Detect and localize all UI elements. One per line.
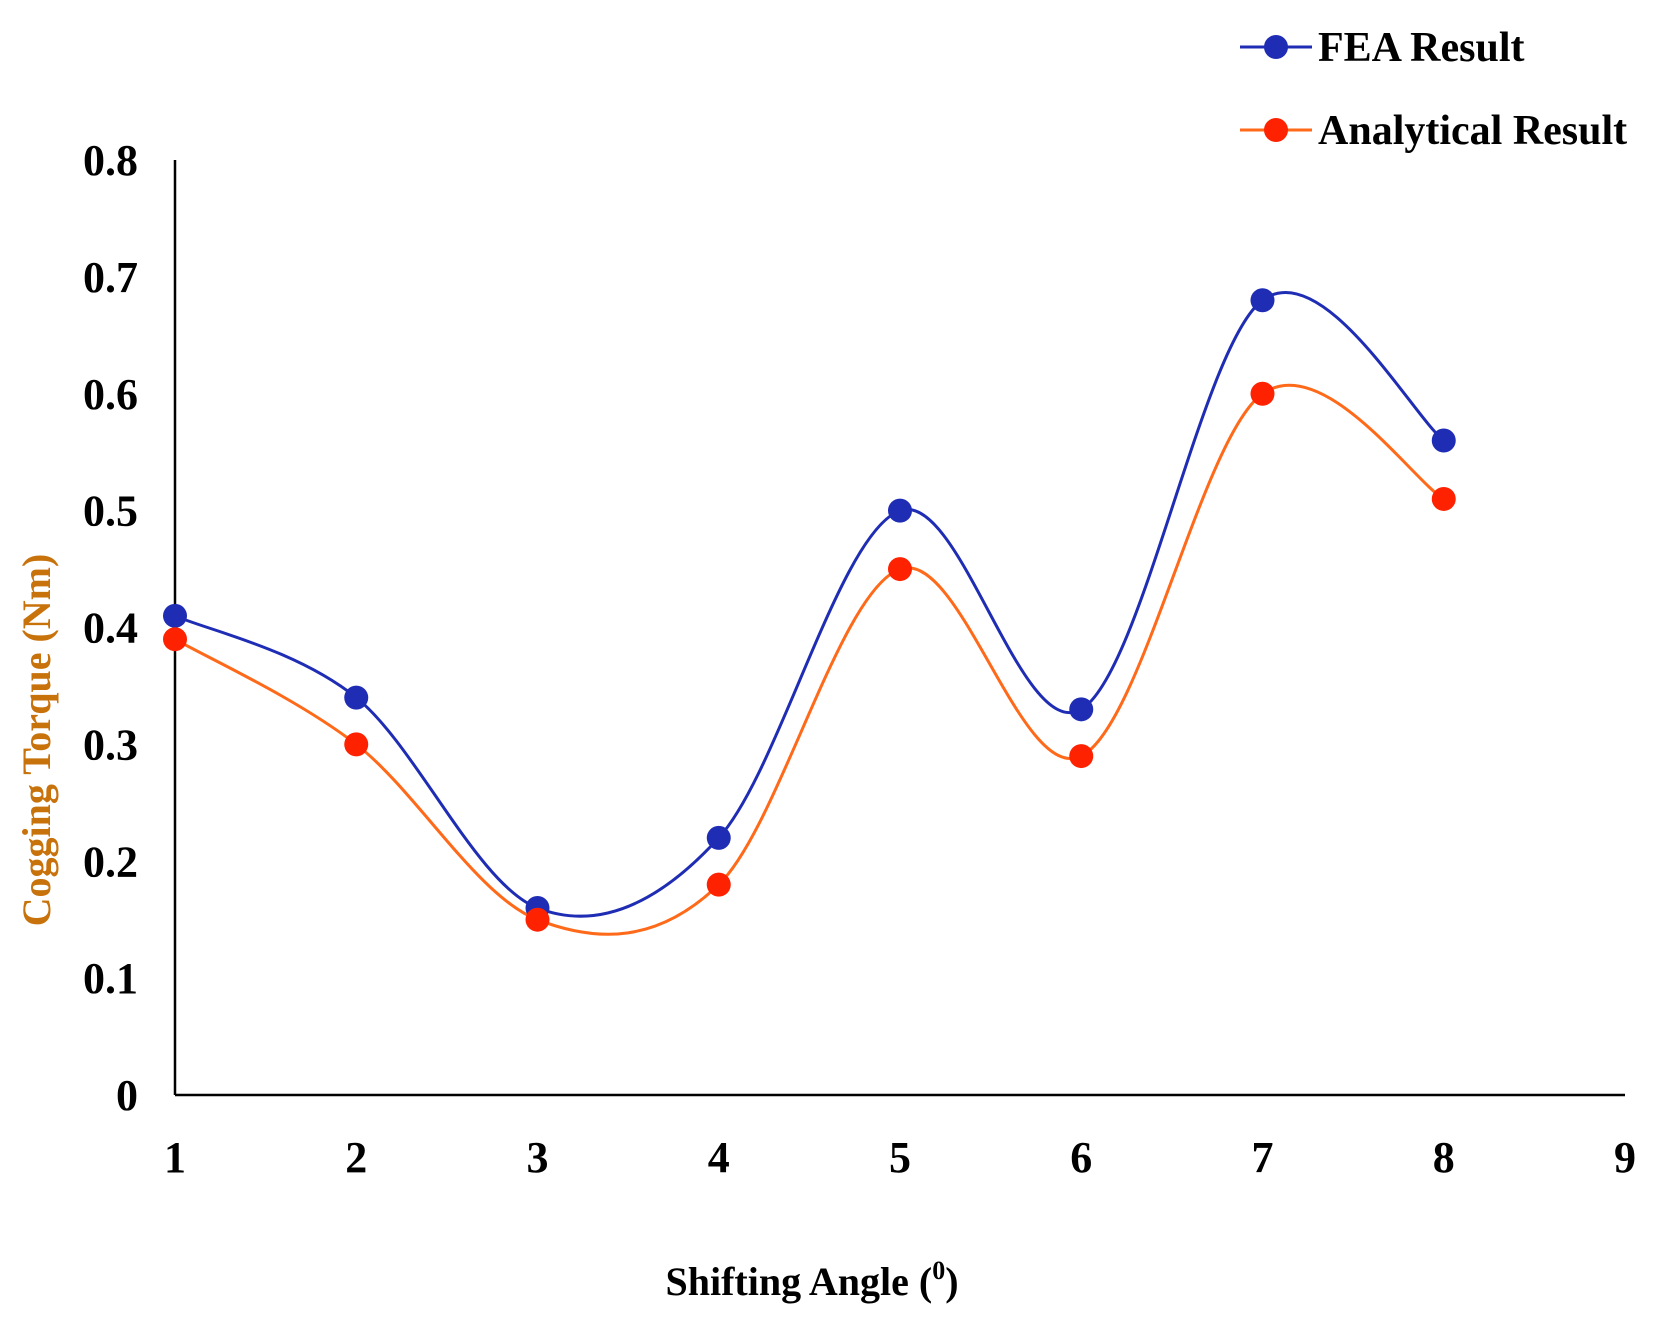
analytical-result-point: [1250, 381, 1275, 406]
y-tick-label: 0.6: [83, 370, 138, 419]
y-tick-label: 0.2: [83, 837, 138, 886]
y-tick-label: 0: [116, 1071, 138, 1120]
x-axis-label-paren-open: (: [919, 1259, 932, 1304]
analytical-result-point: [344, 732, 369, 757]
analytical-result-point: [1069, 744, 1094, 769]
legend: FEA Result Analytical Result: [1240, 25, 1627, 154]
y-axis-ticks: 0 0.1 0.2 0.3 0.4 0.5 0.6 0.7 0.8: [83, 136, 138, 1120]
x-tick-label: 1: [164, 1133, 186, 1182]
analytical-result-point: [163, 627, 187, 652]
x-axis-label-paren-close: ): [945, 1259, 958, 1304]
fea-result-point: [1250, 288, 1275, 313]
y-axis-label: Cogging Torque (Nm): [14, 554, 59, 927]
analytical-result-point: [525, 907, 550, 932]
y-tick-label: 0.8: [83, 136, 138, 185]
fea-result-point: [888, 498, 912, 523]
x-tick-label: 5: [889, 1133, 911, 1182]
fea-result-point: [344, 685, 369, 710]
fea-result-line: [174, 290, 1445, 918]
x-tick-label: 6: [1070, 1133, 1092, 1182]
x-tick-label: 8: [1433, 1133, 1455, 1182]
y-tick-label: 0.7: [83, 253, 138, 302]
x-axis-label-degree-superscript: 0: [932, 1256, 945, 1285]
analytical-result-line: [174, 383, 1445, 936]
legend-swatch-marker: [1264, 35, 1288, 59]
y-tick-label: 0.1: [83, 954, 138, 1003]
y-tick-label: 0.3: [83, 720, 138, 769]
x-axis-ticks: 1 2 3 4 5 6 7 8 9: [164, 1133, 1636, 1182]
fea-result-point: [1069, 697, 1094, 722]
fea-result-point: [163, 603, 187, 628]
analytical-result-point: [888, 557, 912, 582]
series-points: [163, 288, 1456, 932]
fea-result-point: [1431, 428, 1456, 453]
legend-label: Analytical Result: [1318, 108, 1627, 154]
x-tick-label: 3: [527, 1133, 549, 1182]
analytical-result-point: [706, 872, 731, 897]
x-axis-label-text: Shifting Angle: [665, 1259, 908, 1304]
series-lines: [174, 290, 1445, 936]
x-tick-label: 2: [345, 1133, 367, 1182]
x-tick-label: 4: [708, 1133, 730, 1182]
x-tick-label: 7: [1252, 1133, 1274, 1182]
y-tick-label: 0.5: [83, 487, 138, 536]
analytical-result-point: [1431, 486, 1456, 511]
legend-swatch-marker: [1264, 118, 1288, 142]
x-tick-label: 9: [1614, 1133, 1636, 1182]
y-tick-label: 0.4: [83, 604, 138, 653]
legend-label: FEA Result: [1318, 25, 1525, 71]
x-axis-label: Shifting Angle (0): [665, 1256, 958, 1304]
fea-result-point: [706, 825, 731, 850]
